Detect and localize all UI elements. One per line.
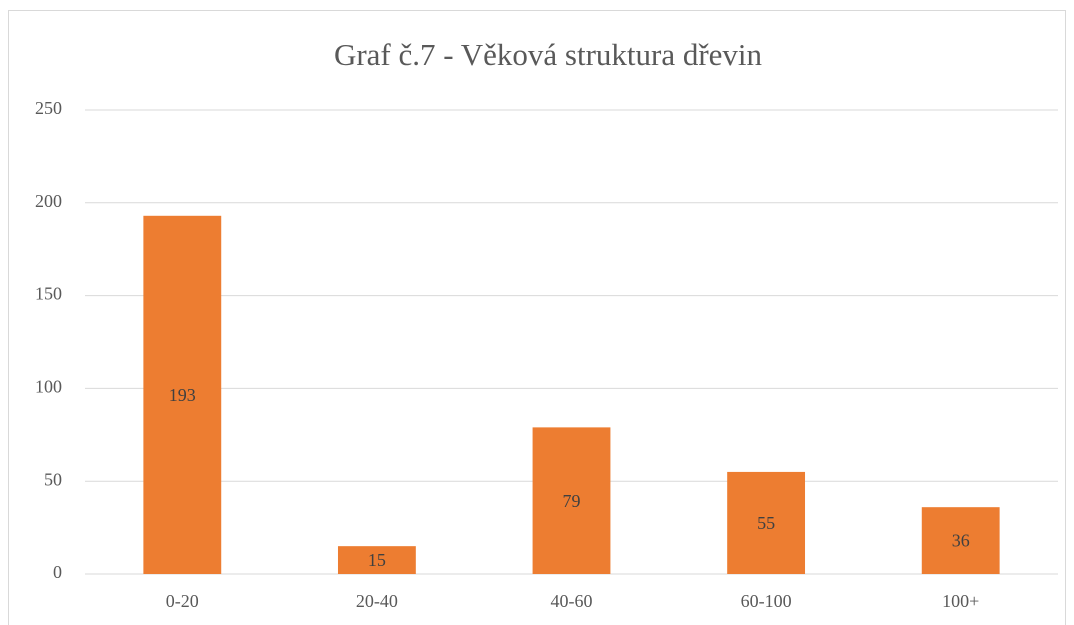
bar: [921, 507, 1000, 574]
x-tick-label: 20-40: [356, 591, 398, 611]
y-tick-label: 100: [35, 377, 62, 397]
data-label: 193: [169, 385, 196, 405]
bar: [727, 471, 806, 574]
bar: [337, 546, 416, 574]
data-label: 79: [563, 491, 581, 511]
y-tick-label: 250: [35, 98, 62, 118]
bar: [532, 427, 611, 574]
y-tick-label: 50: [44, 469, 62, 489]
x-tick-label: 40-60: [551, 591, 593, 611]
data-label: 15: [368, 550, 386, 570]
y-tick-label: 150: [35, 284, 62, 304]
bar: [143, 215, 222, 575]
y-tick-label: 200: [35, 191, 62, 211]
x-tick-label: 0-20: [166, 591, 199, 611]
data-label: 55: [757, 513, 775, 533]
chart-title: Graf č.7 - Věková struktura dřevin: [334, 37, 763, 72]
y-tick-label: 0: [53, 562, 62, 582]
x-tick-label: 60-100: [741, 591, 792, 611]
data-label: 36: [952, 531, 970, 551]
x-tick-label: 100+: [942, 591, 979, 611]
